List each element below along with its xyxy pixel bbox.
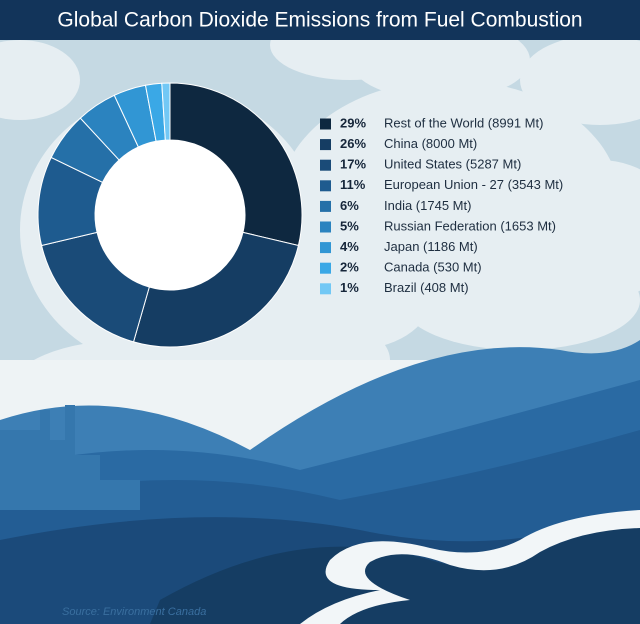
legend-label: Brazil (408 Mt) [384,280,469,295]
legend-swatch [320,283,331,295]
legend-swatch [320,180,331,192]
source: Source: Environment Canada [62,606,206,618]
legend-percent: 17% [340,157,366,172]
donut [37,82,303,348]
legend-percent: 11% [340,177,366,192]
title-bar [0,0,640,40]
legend: 29% Rest of the World (8991 Mt) 26% China (… [320,115,563,295]
legend-swatch [320,118,331,130]
donut-hole [95,140,245,290]
legend-swatch [320,159,331,171]
legend-label: India (1745 Mt) [384,198,471,213]
legend-label: European Union - 27 (3543 Mt) [384,177,563,192]
legend-label: Russian Federation (1653 Mt) [384,218,556,233]
landscape [0,340,640,624]
legend-percent: 5% [340,218,359,233]
legend-swatch [320,262,331,274]
legend-label: Canada (530 Mt) [384,260,482,275]
legend-label: Japan (1186 Mt) [384,239,478,254]
legend-label: China (8000 Mt) [384,136,477,151]
legend-swatch [320,200,331,212]
legend-swatch [320,221,331,233]
legend-percent: 6% [340,198,359,213]
legend-label: United States (5287 Mt) [384,157,521,172]
legend-swatch [320,242,331,254]
legend-percent: 29% [340,115,366,130]
legend-label: Rest of the World (8991 Mt) [384,115,543,130]
legend-percent: 2% [340,260,359,275]
chart-title: Global Carbon Dioxide Emissions from Fue… [57,9,582,32]
legend-swatch [320,139,331,151]
legend-percent: 1% [340,280,359,295]
legend-percent: 26% [340,136,366,151]
legend-percent: 4% [340,239,359,254]
